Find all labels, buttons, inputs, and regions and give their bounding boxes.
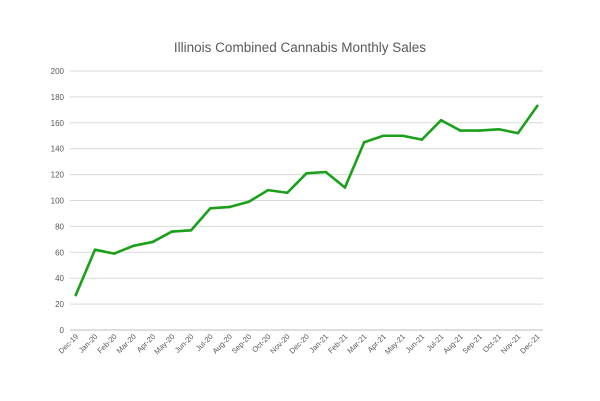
y-tick-label: 60 — [55, 248, 64, 257]
data-point — [151, 240, 154, 244]
y-tick-label: 120 — [51, 171, 65, 180]
data-point — [285, 191, 289, 195]
data-point — [362, 140, 366, 144]
data-point — [112, 252, 116, 255]
data-point — [93, 248, 97, 252]
y-tick-label: 0 — [60, 326, 65, 335]
x-tick-label: Aug-21 — [441, 332, 464, 355]
y-tick-label: 80 — [55, 222, 64, 231]
data-point — [478, 129, 481, 132]
data-point — [382, 134, 385, 138]
data-point — [324, 170, 328, 174]
x-tick-label: Jan-21 — [308, 332, 331, 355]
data-point — [247, 200, 251, 204]
x-tick-label: Jun-21 — [404, 332, 427, 355]
chart-title: Illinois Combined Cannabis Monthly Sales — [173, 40, 427, 55]
x-tick-label: Feb-20 — [95, 332, 118, 355]
data-point — [535, 104, 539, 108]
data-point — [516, 131, 520, 135]
data-point — [305, 172, 308, 175]
data-point — [401, 134, 404, 138]
x-tick-label: Sep-21 — [460, 332, 483, 355]
x-tick-label: Mar-20 — [115, 332, 138, 355]
x-tick-label: Sep-20 — [230, 332, 253, 355]
data-point — [439, 118, 443, 122]
x-tick-label: Nov-20 — [268, 332, 291, 355]
y-tick-label: 180 — [51, 93, 65, 102]
data-point — [228, 205, 231, 209]
data-point — [459, 129, 462, 132]
data-point — [266, 188, 270, 192]
y-tick-label: 100 — [51, 197, 65, 206]
x-tick-label: Mar-21 — [345, 332, 368, 355]
y-tick-label: 40 — [55, 274, 64, 283]
x-tick-label: May-21 — [383, 332, 407, 356]
x-tick-label: Dec-19 — [57, 332, 80, 355]
x-tick-label: Feb-21 — [326, 332, 349, 355]
y-tick-label: 200 — [51, 67, 65, 76]
data-point — [170, 230, 174, 233]
x-tick-label: Nov-21 — [499, 332, 522, 355]
data-point — [74, 293, 78, 297]
x-tick-label: Jun-20 — [173, 332, 196, 355]
data-point — [189, 228, 193, 232]
y-tick-label: 160 — [51, 119, 65, 128]
y-tick-label: 20 — [55, 300, 64, 309]
data-point — [420, 138, 424, 141]
x-tick-label: Dec-20 — [287, 332, 310, 355]
x-tick-label: Aug-20 — [211, 332, 234, 355]
data-point — [343, 186, 347, 189]
data-point — [209, 206, 212, 210]
x-tick-label: Jan-20 — [77, 332, 100, 355]
x-tick-label: May-20 — [152, 332, 176, 356]
y-tick-label: 140 — [51, 145, 65, 154]
x-tick-label: Dec-21 — [518, 332, 541, 355]
data-point — [132, 244, 135, 248]
data-point — [497, 127, 501, 131]
